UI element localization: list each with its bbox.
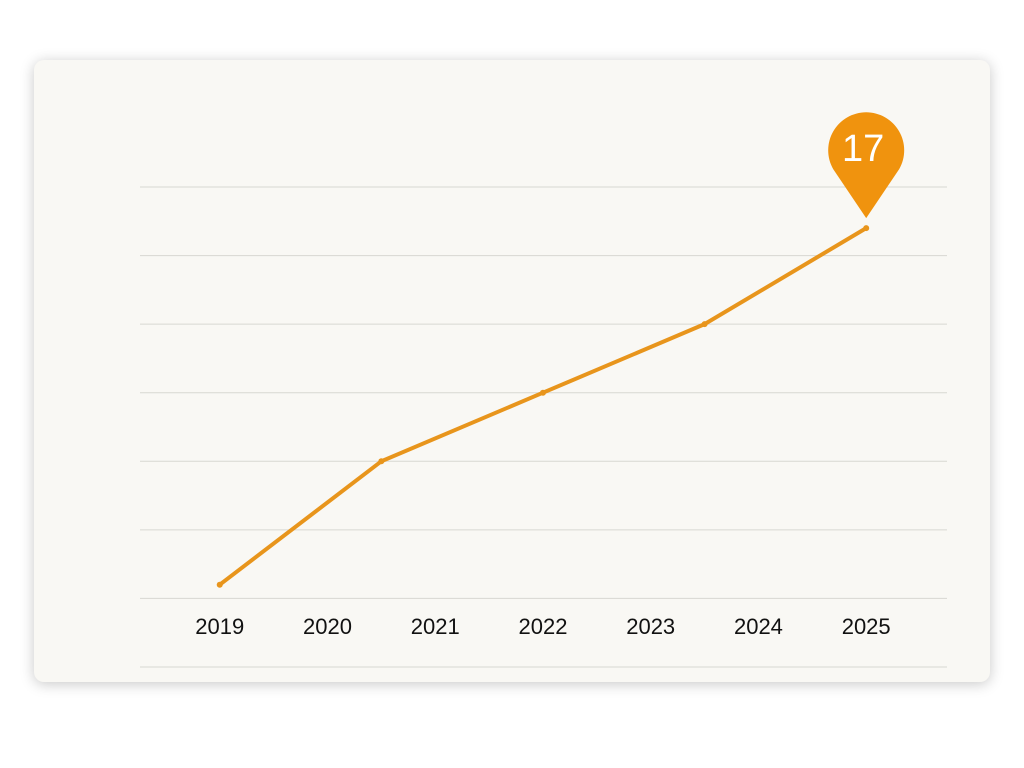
x-tick-label: 2025 <box>842 614 891 639</box>
data-line <box>218 226 868 587</box>
data-point <box>378 458 385 465</box>
x-tick-label: 2021 <box>411 614 460 639</box>
data-point <box>216 581 223 588</box>
x-tick-label: 2023 <box>626 614 675 639</box>
value-pin <box>828 112 905 219</box>
value-label: 17 <box>842 128 884 170</box>
x-tick-label: 2019 <box>195 614 244 639</box>
x-tick-label: 2024 <box>734 614 783 639</box>
x-tick-label: 2020 <box>303 614 352 639</box>
x-tick-label: 2022 <box>518 614 567 639</box>
data-point <box>701 321 708 328</box>
data-point <box>539 389 546 396</box>
data-point <box>863 225 870 232</box>
